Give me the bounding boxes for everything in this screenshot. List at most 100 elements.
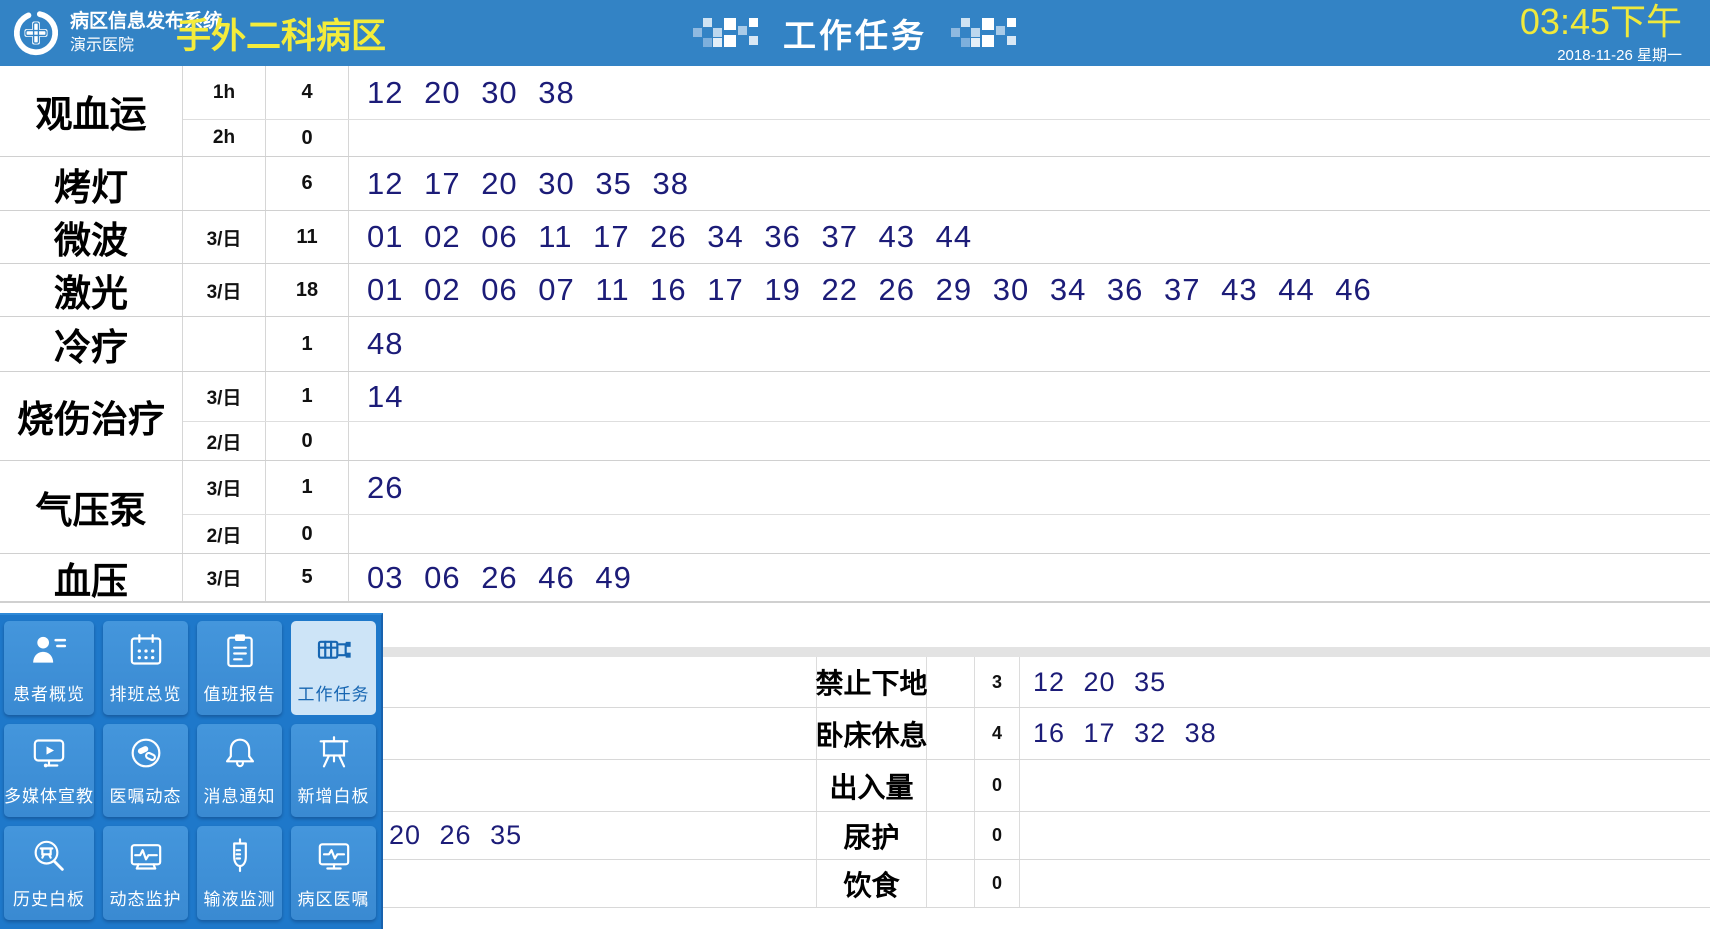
care-table-right-half: 禁止下地 3 12 20 35 卧床休息 4 16 17 32 38 出入量 0… bbox=[816, 657, 1710, 908]
menu-item-label: 输液监测 bbox=[203, 890, 276, 910]
system-identity: 病区信息发布系统 演示医院 bbox=[70, 10, 222, 56]
task-frequency bbox=[183, 317, 266, 371]
menu-item-infusion-monitoring[interactable]: 输液监测 bbox=[197, 826, 282, 920]
menu-item-history-whiteboard[interactable]: 历史白板 bbox=[4, 826, 94, 920]
menu-item-label: 消息通知 bbox=[203, 787, 276, 807]
menu-item-notifications[interactable]: 消息通知 bbox=[197, 723, 282, 818]
task-label: 冷疗 bbox=[0, 317, 183, 371]
task-label: 饮食 bbox=[817, 860, 927, 907]
menu-item-label: 动态监护 bbox=[109, 890, 182, 910]
table-row: 激光 3/日 18 01 02 06 07 11 16 17 19 22 26 … bbox=[0, 263, 1710, 316]
table-row: 卧床休息 4 16 17 32 38 bbox=[816, 708, 1710, 760]
menu-item-new-whiteboard[interactable]: 新增白板 bbox=[291, 723, 376, 818]
table-row: 冷疗 1 48 bbox=[0, 316, 1710, 371]
history-whiteboard-icon bbox=[34, 840, 64, 871]
task-frequency: 2h bbox=[183, 120, 266, 156]
mosaic-decoration-left-icon bbox=[693, 18, 758, 47]
task-beds: 48 bbox=[367, 326, 404, 361]
task-frequency: 2/日 bbox=[183, 515, 266, 553]
duty-report-icon bbox=[226, 634, 253, 667]
time-display: 03:45下午 bbox=[1519, 1, 1682, 42]
task-beds: 03 06 26 46 49 bbox=[367, 559, 632, 595]
mosaic-decoration-right-icon bbox=[951, 18, 1016, 47]
section-divider bbox=[0, 647, 1710, 657]
multimedia-icon bbox=[33, 739, 65, 768]
infusion-monitor-icon bbox=[232, 838, 247, 873]
task-count: 1 bbox=[266, 317, 349, 371]
menu-item-label: 医嘱动态 bbox=[109, 787, 182, 807]
task-label: 烧伤治疗 bbox=[0, 372, 183, 460]
date-display: 2018-11-26 星期一 bbox=[1557, 47, 1682, 64]
task-frequency: 3/日 bbox=[183, 554, 266, 601]
task-beds bbox=[349, 515, 1710, 553]
menu-item-label: 患者概览 bbox=[13, 684, 85, 704]
task-beds: 12 17 20 30 35 38 bbox=[367, 165, 689, 201]
task-count: 0 bbox=[975, 812, 1020, 859]
work-task-table: 观血运 1h 4 12 20 30 38 2h 0 烤灯 6 bbox=[0, 66, 1710, 603]
task-label: 禁止下地 bbox=[816, 657, 928, 707]
task-label: 气压泵 bbox=[0, 461, 183, 553]
notification-icon bbox=[225, 739, 254, 768]
header-bar: 病区信息发布系统 演示医院 手外二科病区 工作任务 bbox=[0, 0, 1710, 66]
task-frequency bbox=[183, 157, 266, 210]
task-count: 1 bbox=[266, 461, 349, 515]
task-label: 出入量 bbox=[817, 760, 927, 811]
patient-overview-icon bbox=[33, 636, 67, 663]
menu-item-label: 工作任务 bbox=[297, 684, 370, 704]
task-count: 0 bbox=[266, 422, 349, 460]
task-beds bbox=[349, 120, 1710, 156]
menu-item-schedule-overview[interactable]: 排班总览 bbox=[103, 621, 188, 715]
task-frequency: 3/日 bbox=[183, 372, 266, 422]
orders-activity-icon bbox=[131, 739, 160, 768]
ward-title: 手外二科病区 bbox=[176, 16, 387, 56]
task-beds bbox=[203, 708, 817, 759]
task-beds bbox=[1020, 760, 1710, 811]
menu-item-dynamic-monitoring[interactable]: 动态监护 bbox=[103, 826, 188, 920]
menu-item-label: 病区医嘱 bbox=[297, 890, 370, 910]
hospital-name: 演示医院 bbox=[70, 36, 135, 54]
menu-item-orders-activity[interactable]: 医嘱动态 bbox=[103, 723, 188, 818]
table-row: 禁止下地 3 12 20 35 bbox=[816, 657, 1710, 708]
task-count: 0 bbox=[975, 760, 1020, 811]
menu-item-patient-overview[interactable]: 患者概览 bbox=[4, 621, 94, 715]
table-row: 血压 3/日 5 03 06 26 46 49 bbox=[0, 553, 1710, 602]
task-count: 6 bbox=[266, 157, 349, 210]
task-count: 11 bbox=[266, 211, 349, 263]
menu-item-label: 多媒体宣教 bbox=[4, 787, 94, 807]
menu-item-multimedia-education[interactable]: 多媒体宣教 bbox=[4, 723, 94, 818]
task-count: 0 bbox=[266, 120, 349, 156]
task-count: 1 bbox=[266, 372, 349, 422]
task-label: 血压 bbox=[0, 554, 183, 602]
task-frequency: 3/日 bbox=[183, 461, 266, 515]
task-label: 尿护 bbox=[817, 812, 927, 859]
task-frequency: 1h bbox=[183, 66, 266, 119]
table-row: 烤灯 6 12 17 20 30 35 38 bbox=[0, 156, 1710, 210]
task-count: 4 bbox=[266, 66, 349, 119]
system-title: 病区信息发布系统 bbox=[70, 11, 223, 32]
task-beds bbox=[1020, 860, 1710, 907]
task-count: 18 bbox=[266, 264, 349, 316]
task-beds: 16 17 32 38 bbox=[1033, 718, 1217, 748]
schedule-icon bbox=[130, 633, 161, 665]
task-label: 微波 bbox=[0, 211, 183, 263]
task-beds bbox=[203, 760, 817, 811]
task-label: 卧床休息 bbox=[816, 708, 928, 759]
task-count: 4 bbox=[975, 708, 1020, 759]
page-title: 工作任务 bbox=[783, 17, 927, 54]
menu-item-duty-report[interactable]: 值班报告 bbox=[197, 621, 282, 715]
new-whiteboard-icon bbox=[319, 736, 348, 768]
table-row: 尿护 0 bbox=[817, 812, 1710, 860]
task-frequency: 2/日 bbox=[183, 422, 266, 460]
hospital-logo-icon bbox=[13, 10, 59, 56]
task-label: 烤灯 bbox=[0, 157, 183, 210]
menu-item-ward-orders[interactable]: 病区医嘱 bbox=[291, 826, 376, 920]
task-beds bbox=[349, 422, 1710, 460]
task-count: 0 bbox=[266, 515, 349, 553]
menu-item-work-tasks[interactable]: 工作任务 bbox=[291, 621, 376, 715]
task-count: 5 bbox=[266, 554, 349, 601]
menu-item-label: 新增白板 bbox=[297, 787, 370, 807]
table-row: 烧伤治疗 3/日 1 14 2/日 0 bbox=[0, 371, 1710, 460]
menu-item-label: 值班报告 bbox=[203, 684, 276, 704]
task-beds: 12 20 35 bbox=[1033, 666, 1167, 697]
